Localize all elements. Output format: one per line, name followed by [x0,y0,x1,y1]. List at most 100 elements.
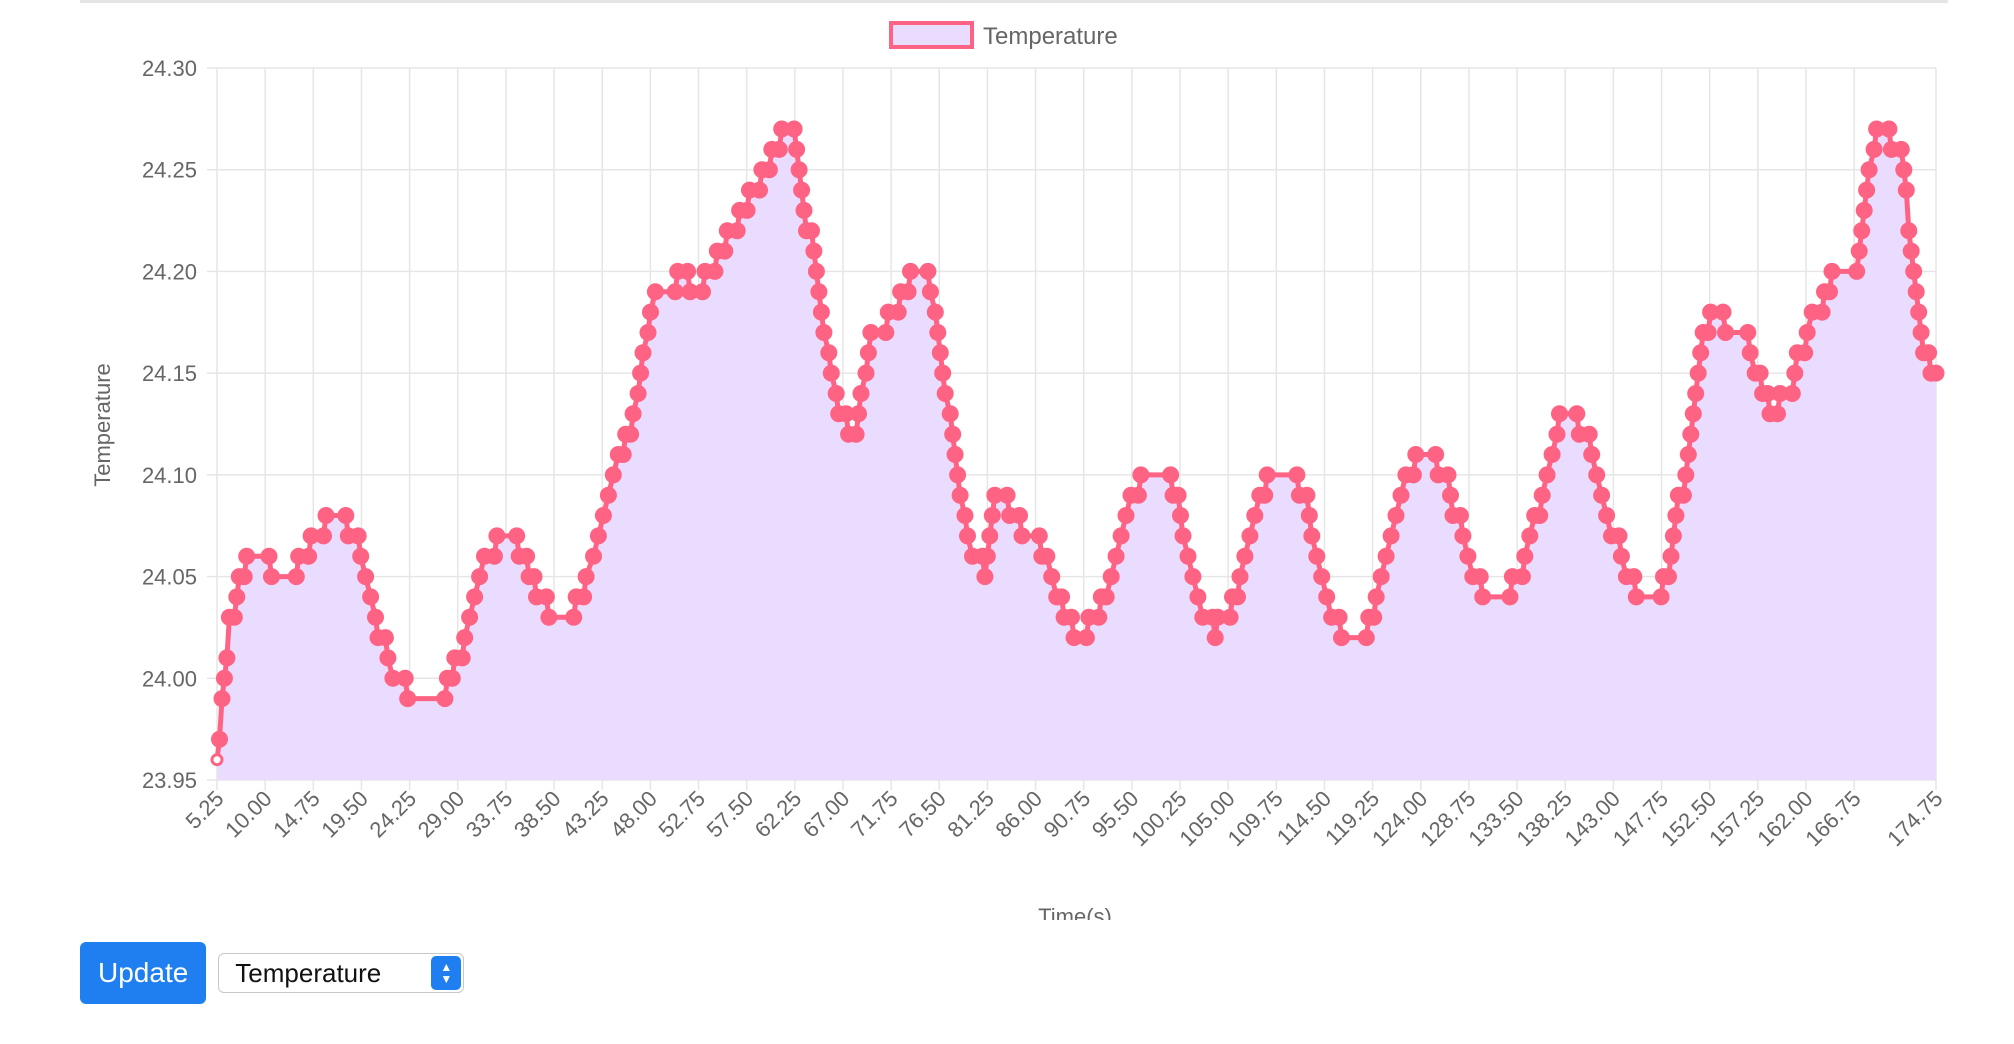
data-point[interactable] [941,405,959,423]
data-point[interactable] [215,669,233,687]
data-point[interactable] [1568,405,1586,423]
data-point[interactable] [919,262,937,280]
data-point[interactable] [981,527,999,545]
data-point[interactable] [1107,547,1125,565]
data-point[interactable] [379,649,397,667]
data-point[interactable] [1538,466,1556,484]
data-point[interactable] [889,303,907,321]
data-point[interactable] [1372,568,1390,586]
data-point[interactable] [622,425,640,443]
data-point[interactable] [1162,466,1180,484]
data-point[interactable] [944,425,962,443]
data-point[interactable] [461,608,479,626]
data-point[interactable] [1902,242,1920,260]
data-point[interactable] [1892,140,1910,158]
data-point[interactable] [1043,568,1061,586]
data-point[interactable] [1501,588,1519,606]
data-point[interactable] [1454,527,1472,545]
data-point[interactable] [1652,588,1670,606]
data-point[interactable] [1714,303,1732,321]
data-point[interactable] [1821,283,1838,301]
data-point[interactable] [315,527,332,545]
data-point[interactable] [738,201,756,219]
data-point[interactable] [1451,507,1469,524]
data-point[interactable] [1598,507,1616,524]
data-point[interactable] [978,547,996,565]
data-point[interactable] [666,283,684,301]
data-point[interactable] [349,527,367,545]
data-point[interactable] [436,690,454,708]
data-point[interactable] [1612,547,1630,565]
data-point[interactable] [1667,507,1685,524]
data-point[interactable] [525,568,543,586]
data-point[interactable] [1699,324,1717,341]
data-point[interactable] [1063,608,1080,626]
data-point[interactable] [1038,547,1056,565]
data-point[interactable] [1531,507,1549,524]
data-point[interactable] [1241,527,1259,545]
data-point[interactable] [1880,120,1898,138]
data-point[interactable] [822,364,840,382]
data-point[interactable] [1905,262,1923,280]
data-point[interactable] [1258,466,1276,484]
data-point[interactable] [751,181,768,199]
legend[interactable]: Temperature [889,21,1118,50]
data-point[interactable] [1610,527,1628,545]
data-point[interactable] [1382,527,1400,545]
data-point[interactable] [1174,527,1192,545]
data-point[interactable] [1751,364,1769,382]
data-point[interactable] [1848,262,1866,280]
data-point[interactable] [399,690,417,708]
data-point[interactable] [1246,507,1264,524]
data-point[interactable] [850,405,867,423]
data-point[interactable] [1474,588,1492,606]
data-point[interactable] [614,446,632,463]
data-point[interactable] [1298,486,1316,504]
data-point[interactable] [1583,446,1601,463]
data-point[interactable] [213,690,231,708]
data-point[interactable] [228,588,246,606]
data-point[interactable] [936,385,954,402]
data-point[interactable] [1169,486,1187,504]
data-point[interactable] [921,283,939,301]
data-point[interactable] [812,303,830,321]
data-point[interactable] [634,344,652,362]
data-point[interactable] [1090,608,1108,626]
data-point[interactable] [1011,507,1028,524]
data-point[interactable] [537,588,555,606]
data-point[interactable] [577,568,595,586]
data-point[interactable] [488,527,506,545]
data-point[interactable] [1912,324,1930,341]
data-point[interactable] [466,588,484,606]
data-point[interactable] [857,364,875,382]
data-point[interactable] [1684,405,1702,423]
data-point[interactable] [847,425,865,443]
data-point[interactable] [998,486,1016,504]
data-point[interactable] [1855,201,1873,219]
data-point[interactable] [1172,507,1189,524]
data-point[interactable] [1900,222,1918,240]
data-point[interactable] [1741,344,1759,362]
data-point[interactable] [949,466,967,484]
data-point[interactable] [1858,181,1876,199]
data-point[interactable] [1853,222,1871,240]
data-point[interactable] [1897,181,1915,199]
data-point[interactable] [1256,486,1274,504]
data-point[interactable] [1543,446,1561,463]
data-point[interactable] [1513,568,1531,586]
data-point[interactable] [260,547,278,565]
data-point[interactable] [785,120,803,138]
legend-swatch[interactable] [889,21,974,49]
data-point[interactable] [679,262,697,280]
data-point[interactable] [238,547,256,565]
data-point[interactable] [1102,568,1120,586]
data-point[interactable] [624,405,642,423]
data-point[interactable] [1112,527,1130,545]
legend-label[interactable]: Temperature [983,23,1118,50]
data-point[interactable] [820,344,838,362]
data-point[interactable] [396,669,414,687]
data-point[interactable] [575,588,593,606]
data-point[interactable] [589,527,607,545]
data-point[interactable] [1288,466,1306,484]
data-point[interactable] [599,486,617,504]
